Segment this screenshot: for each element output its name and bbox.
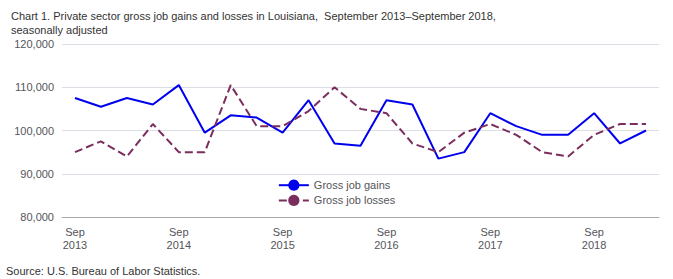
svg-text:80,000: 80,000 xyxy=(20,211,54,223)
svg-text:2018: 2018 xyxy=(582,239,606,251)
svg-text:Sep: Sep xyxy=(273,226,293,238)
svg-text:2016: 2016 xyxy=(374,239,398,251)
svg-text:2014: 2014 xyxy=(167,239,191,251)
svg-text:Sep: Sep xyxy=(584,226,604,238)
svg-text:Sep: Sep xyxy=(65,226,85,238)
svg-text:2013: 2013 xyxy=(63,239,87,251)
svg-text:Sep: Sep xyxy=(377,226,397,238)
svg-text:Sep: Sep xyxy=(480,226,500,238)
svg-text:120,000: 120,000 xyxy=(14,38,54,50)
svg-text:seasonally adjusted: seasonally adjusted xyxy=(11,24,108,36)
svg-text:90,000: 90,000 xyxy=(20,168,54,180)
svg-text:2015: 2015 xyxy=(270,239,294,251)
svg-text:100,000: 100,000 xyxy=(14,125,54,137)
svg-text:2017: 2017 xyxy=(478,239,502,251)
svg-text:110,000: 110,000 xyxy=(15,81,54,93)
svg-text:Chart 1. Private sector gross: Chart 1. Private sector gross job gains … xyxy=(11,10,496,22)
svg-text:Source: U.S. Bureau of Labor S: Source: U.S. Bureau of Labor Statistics. xyxy=(6,265,200,277)
svg-text:Gross job losses: Gross job losses xyxy=(314,194,396,206)
svg-text:Sep: Sep xyxy=(169,226,189,238)
svg-text:Gross job gains: Gross job gains xyxy=(314,179,391,191)
